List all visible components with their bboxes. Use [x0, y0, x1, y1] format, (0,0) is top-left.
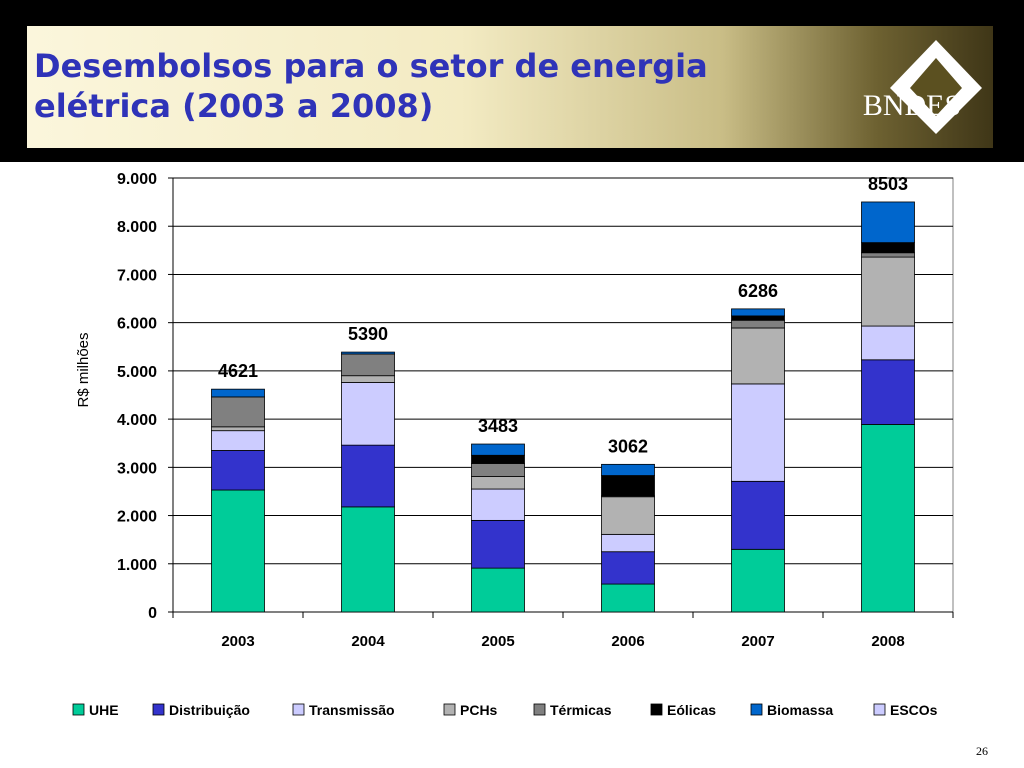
y-tick-label: 5.000: [117, 364, 157, 381]
y-tick-label: 8.000: [117, 219, 157, 236]
bar-segment: [601, 583, 655, 613]
bar-segment: [731, 308, 785, 317]
bar-segment: [731, 315, 785, 321]
bar-segment: [861, 242, 915, 254]
bar-segment: [211, 426, 265, 432]
bar-segment: [341, 353, 395, 377]
y-tick-label: 6.000: [117, 316, 157, 333]
y-tick-label: 3.000: [117, 460, 157, 477]
bar-segment: [601, 533, 655, 553]
legend-swatch: [292, 703, 305, 716]
bar-segment: [731, 327, 785, 385]
slide-header: Desembolsos para o setor de energia elét…: [0, 0, 1024, 162]
bar-segment: [471, 488, 525, 521]
legend-swatch: [72, 703, 85, 716]
bar-segment: [861, 424, 915, 613]
y-tick-label: 2.000: [117, 509, 157, 526]
y-axis-label: R$ milhões: [75, 332, 92, 407]
page-number: 26: [976, 744, 988, 758]
bar-segment: [731, 319, 785, 329]
bar-segment: [601, 551, 655, 585]
x-tick-label: 2005: [481, 633, 514, 650]
bar-segment: [471, 476, 525, 490]
y-tick-label: 7.000: [117, 267, 157, 284]
bar-total-label: 3062: [608, 436, 648, 456]
x-tick-label: 2007: [741, 633, 774, 650]
bar-segment: [601, 463, 655, 476]
bar-segment: [731, 548, 785, 613]
y-tick-label: 0: [148, 605, 157, 622]
bar-total-label: 4621: [218, 361, 258, 381]
legend-label: Eólicas: [667, 702, 716, 718]
y-tick-label: 1.000: [117, 557, 157, 574]
legend-label: Transmissão: [309, 702, 395, 718]
bar-segment: [471, 519, 525, 569]
bar-segment: [341, 444, 395, 508]
title-panel: [27, 26, 993, 148]
bar-total-label: 8503: [868, 174, 908, 194]
x-tick-label: 2008: [871, 633, 904, 650]
bar-segment: [341, 506, 395, 613]
bar-segment: [471, 567, 525, 613]
bar-segment: [471, 454, 525, 464]
logo-text: BNDES: [863, 89, 961, 122]
y-tick-label: 4.000: [117, 412, 157, 429]
x-tick-label: 2006: [611, 633, 644, 650]
slide-title-line-1: Desembolsos para o setor de energia: [34, 47, 708, 85]
bar-segment: [341, 382, 395, 446]
y-tick-label: 9.000: [117, 171, 157, 188]
bar-segment: [211, 388, 265, 398]
bar-total-label: 6286: [738, 281, 778, 301]
bar-segment: [731, 480, 785, 550]
bar-total-label: 5390: [348, 324, 388, 344]
legend-swatch: [750, 703, 763, 716]
slide-title: Desembolsos para o setor de energia elét…: [34, 46, 708, 126]
bar-segment: [861, 325, 915, 361]
legend-label: Biomassa: [767, 702, 833, 718]
bar-segment: [731, 383, 785, 482]
legend-label: UHE: [89, 702, 119, 718]
bar-segment: [211, 396, 265, 428]
legend-swatch: [533, 703, 546, 716]
slide-title-line-2: elétrica (2003 a 2008): [34, 87, 434, 125]
stacked-bar-chart: 0 1.000 2.000 3.000 4.000 5.000 6.000 7.000 8.00…: [72, 171, 954, 718]
legend-label: PCHs: [460, 702, 498, 718]
bar-segment: [861, 201, 915, 244]
legend-swatch: [443, 703, 456, 716]
bndes-logo: BNDES: [863, 40, 982, 134]
bar-segment: [861, 256, 915, 327]
bar-segment: [471, 463, 525, 477]
bar-total-label: 3483: [478, 416, 518, 436]
legend-label: ESCOs: [890, 702, 938, 718]
legend-swatch: [873, 703, 886, 716]
legend-swatch: [650, 703, 663, 716]
bar-segment: [211, 489, 265, 613]
bar-segment: [341, 351, 395, 355]
legend-swatch: [152, 703, 165, 716]
plot-area: [172, 177, 954, 613]
bar-segment: [601, 475, 655, 497]
legend-label: Térmicas: [550, 702, 612, 718]
bar-segment: [341, 375, 395, 383]
bar-segment: [211, 450, 265, 491]
x-tick-label: 2004: [351, 633, 385, 650]
bar-segment: [471, 443, 525, 456]
bar-segment: [861, 359, 915, 425]
bar-segment: [601, 496, 655, 535]
logo-diamond-inner: [910, 58, 962, 116]
x-tick-label: 2003: [221, 633, 254, 650]
bar-segment: [211, 430, 265, 451]
legend-label: Distribuição: [169, 702, 250, 718]
bar-segment: [861, 252, 915, 258]
